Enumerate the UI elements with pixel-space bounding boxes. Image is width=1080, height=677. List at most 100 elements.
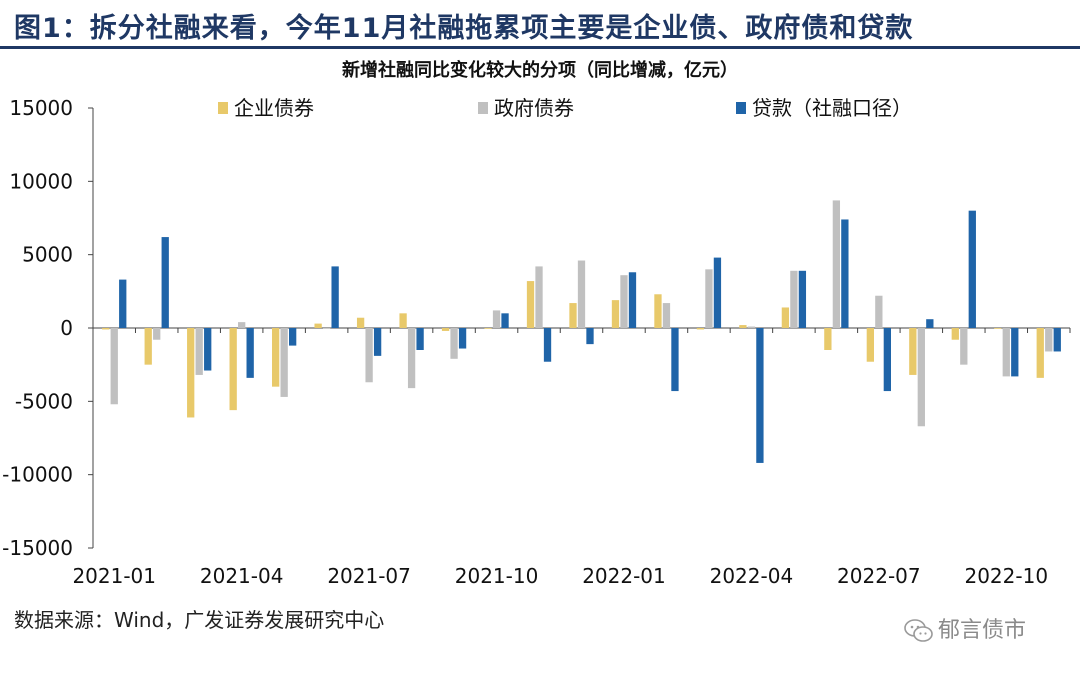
bar-government-bonds bbox=[450, 328, 458, 359]
bar-corporate-bonds bbox=[994, 328, 1002, 329]
bar-government-bonds bbox=[705, 269, 713, 328]
bar-government-bonds bbox=[322, 328, 331, 329]
bars bbox=[102, 200, 1061, 463]
bar-corporate-bonds bbox=[314, 323, 322, 328]
bar-corporate-bonds bbox=[569, 303, 577, 328]
bar-government-bonds bbox=[492, 310, 501, 328]
legend: 企业债券 政府债券 贷款（社融口径） bbox=[218, 96, 912, 120]
bar-corporate-bonds bbox=[187, 328, 195, 418]
bar-loans bbox=[1011, 328, 1019, 377]
bar-government-bonds bbox=[110, 328, 118, 405]
bar-corporate-bonds bbox=[144, 328, 152, 365]
x-tick-label: 2022-10 bbox=[964, 564, 1048, 588]
legend-item: 企业债券 bbox=[218, 96, 314, 120]
x-tick-label: 2022-07 bbox=[837, 564, 921, 588]
bar-government-bonds bbox=[407, 328, 416, 389]
watermark-text: 郁言债市 bbox=[938, 618, 1027, 643]
bar-loans bbox=[501, 313, 509, 328]
x-tick-label: 2021-04 bbox=[200, 564, 284, 588]
bar-loans bbox=[926, 319, 934, 328]
bar-loans bbox=[713, 257, 722, 328]
bar-government-bonds bbox=[280, 328, 288, 397]
legend-label: 政府债券 bbox=[494, 96, 574, 120]
wechat-icon bbox=[904, 619, 933, 642]
bar-government-bonds bbox=[153, 328, 161, 340]
bar-loans bbox=[798, 270, 807, 328]
legend-swatch bbox=[218, 102, 228, 114]
bar-government-bonds bbox=[238, 322, 246, 328]
bar-loans bbox=[458, 328, 467, 349]
bar-corporate-bonds bbox=[654, 294, 662, 328]
bar-corporate-bonds bbox=[866, 328, 874, 362]
bar-government-bonds bbox=[1045, 328, 1053, 352]
x-tick-label: 2021-01 bbox=[72, 564, 156, 588]
bar-loans bbox=[1053, 328, 1061, 352]
bar-government-bonds bbox=[620, 275, 628, 328]
bar-loans bbox=[161, 237, 169, 328]
bar-corporate-bonds bbox=[951, 328, 959, 340]
bar-government-bonds bbox=[832, 200, 841, 328]
legend-label: 贷款（社融口径） bbox=[752, 96, 912, 120]
bar-loans bbox=[968, 210, 976, 328]
bar-government-bonds bbox=[662, 303, 671, 328]
bar-loans bbox=[289, 328, 297, 346]
bar-corporate-bonds bbox=[441, 328, 450, 331]
bar-loans bbox=[204, 328, 212, 371]
x-tick-label: 2022-04 bbox=[710, 564, 794, 588]
bar-corporate-bonds bbox=[526, 281, 535, 328]
figure-title: 图1：拆分社融来看，今年11月社融拖累项主要是企业债、政府债和贷款 bbox=[14, 13, 914, 44]
bar-government-bonds bbox=[917, 328, 925, 427]
bar-corporate-bonds bbox=[824, 328, 832, 350]
bar-loans bbox=[119, 279, 127, 328]
legend-label: 企业债券 bbox=[234, 96, 314, 120]
bar-government-bonds bbox=[535, 266, 543, 328]
bar-corporate-bonds bbox=[399, 313, 407, 328]
bar-government-bonds bbox=[577, 260, 586, 328]
legend-item: 贷款（社融口径） bbox=[736, 96, 912, 120]
y-tick-label: 0 bbox=[60, 316, 73, 340]
bar-government-bonds bbox=[960, 328, 968, 365]
bar-loans bbox=[246, 328, 254, 378]
bar-government-bonds bbox=[790, 270, 798, 328]
y-tick-label: -5000 bbox=[15, 389, 73, 413]
y-tick-label: -15000 bbox=[2, 536, 73, 560]
bar-loans bbox=[331, 266, 339, 328]
bar-corporate-bonds bbox=[611, 300, 620, 328]
bar-corporate-bonds bbox=[696, 328, 705, 330]
x-tick-label: 2021-07 bbox=[327, 564, 411, 588]
bar-corporate-bonds bbox=[484, 328, 492, 329]
bar-corporate-bonds bbox=[781, 307, 790, 328]
bar-loans bbox=[543, 328, 552, 362]
bar-government-bonds bbox=[365, 328, 373, 383]
bar-loans bbox=[841, 219, 849, 328]
bar-corporate-bonds bbox=[229, 328, 237, 411]
x-tick-label: 2021-10 bbox=[455, 564, 539, 588]
y-tick-label: 5000 bbox=[22, 243, 73, 267]
bar-corporate-bonds bbox=[909, 328, 917, 375]
bar-loans bbox=[586, 328, 594, 345]
bar-loans bbox=[416, 328, 424, 350]
bar-chart: 新增社融同比变化较大的分项（同比增减，亿元） 15000 10000 5000 0 -5… bbox=[2, 59, 1071, 588]
legend-item: 政府债券 bbox=[478, 96, 574, 120]
bar-corporate-bonds bbox=[739, 325, 747, 328]
y-tick-label: 15000 bbox=[9, 96, 73, 120]
bar-government-bonds bbox=[747, 326, 756, 328]
axes: 15000 10000 5000 0 -5000 -10000 -15000 2021-01 2… bbox=[2, 96, 1071, 588]
legend-swatch bbox=[736, 102, 746, 114]
bar-loans bbox=[756, 328, 764, 463]
y-tick-label: 10000 bbox=[9, 169, 73, 193]
bar-corporate-bonds bbox=[272, 328, 280, 387]
data-source: 数据来源：Wind，广发证券发展研究中心 bbox=[14, 608, 385, 632]
bar-corporate-bonds bbox=[102, 328, 110, 330]
legend-swatch bbox=[478, 102, 488, 114]
bar-government-bonds bbox=[875, 295, 883, 328]
chart-title: 新增社融同比变化较大的分项（同比增减，亿元） bbox=[342, 59, 738, 81]
x-tick-label: 2022-01 bbox=[582, 564, 666, 588]
bar-loans bbox=[628, 272, 637, 328]
y-tick-label: -10000 bbox=[2, 463, 73, 487]
title-rule bbox=[0, 46, 1080, 49]
bar-government-bonds bbox=[195, 328, 203, 375]
bar-corporate-bonds bbox=[356, 317, 365, 328]
bar-corporate-bonds bbox=[1036, 328, 1044, 378]
bar-government-bonds bbox=[1002, 328, 1010, 377]
